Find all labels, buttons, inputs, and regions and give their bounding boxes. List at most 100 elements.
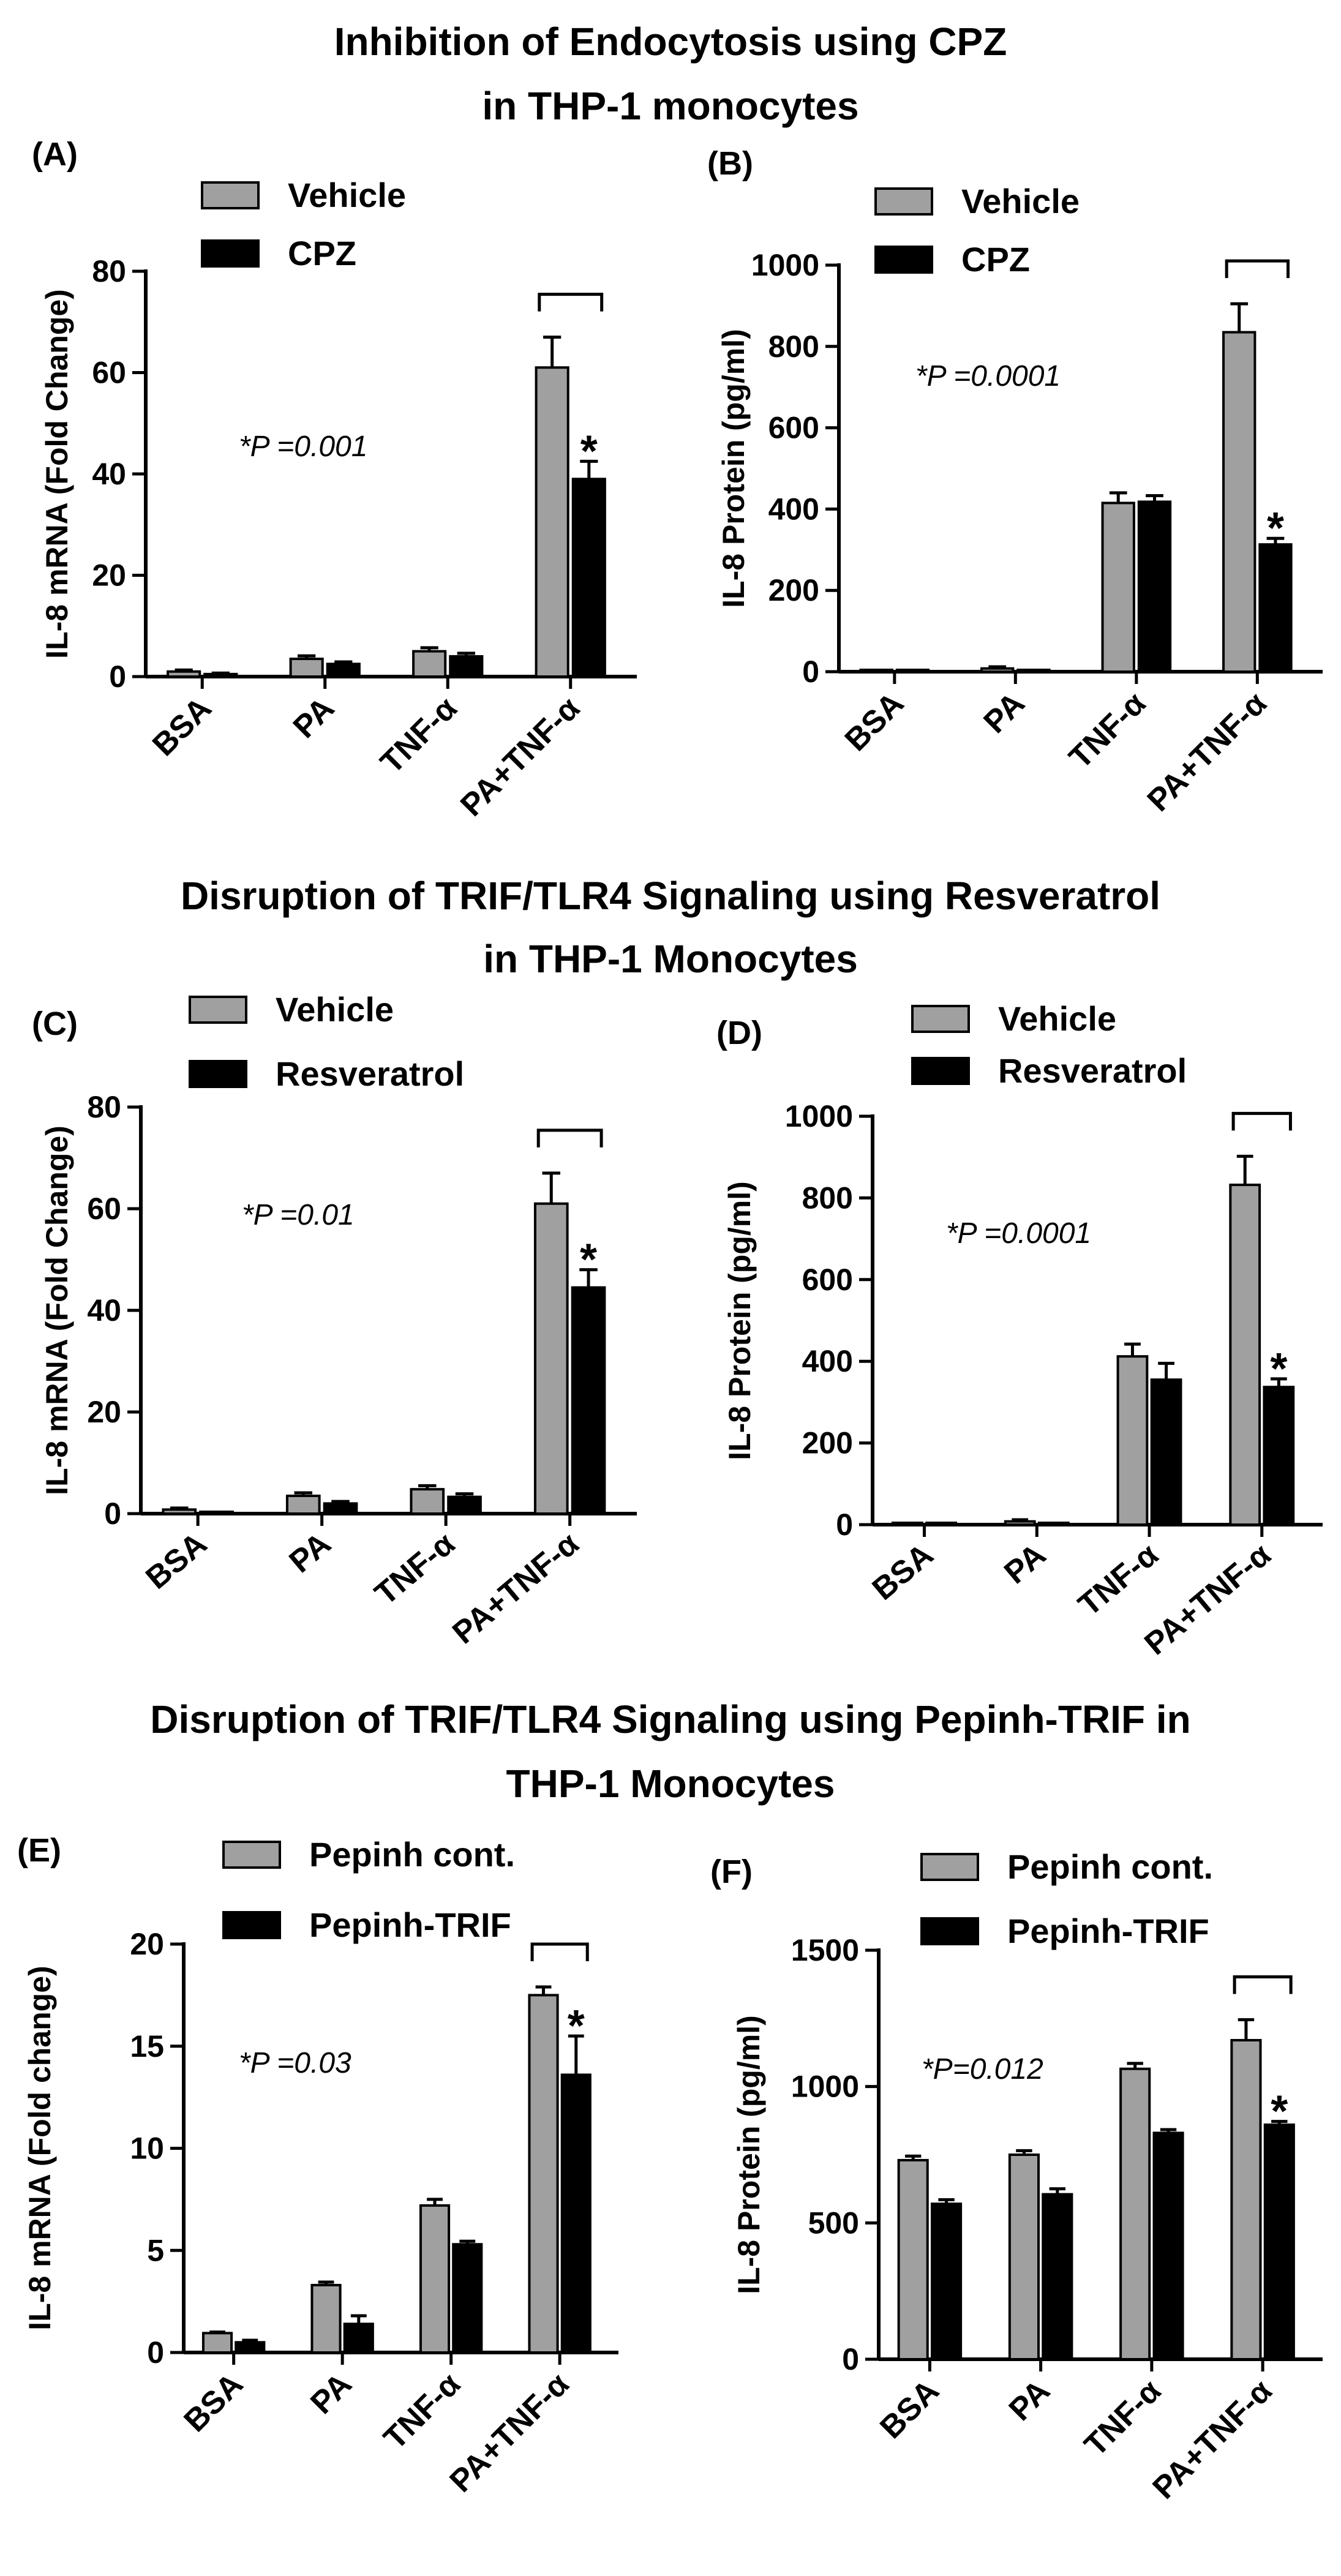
panel-label-B: (B) bbox=[707, 145, 753, 182]
p-value-F: *P=0.012 bbox=[922, 2053, 1043, 2086]
panel-B: (B) Vehicle CPZ 0 200 400 600 800 1000 IL-8 Prote… bbox=[707, 145, 1323, 819]
legend-label-D-1: Vehicle bbox=[998, 999, 1116, 1038]
section-title-3-line-2: THP-1 Monocytes bbox=[506, 1762, 835, 1806]
significance-bracket-C bbox=[536, 1128, 603, 1147]
legend-swatch-B-2 bbox=[874, 246, 933, 274]
bar-A-PA-Vehicle bbox=[289, 658, 324, 678]
legend-label-E-2: Pepinh-TRIF bbox=[309, 1906, 511, 1944]
legend-swatch-F-1 bbox=[920, 1853, 979, 1881]
y-tick-label-C-3: 60 bbox=[87, 1192, 121, 1226]
legend-swatch-E-2 bbox=[222, 1911, 281, 1939]
legend-swatch-F-2 bbox=[920, 1917, 979, 1945]
bar-F-BSA-Pepinh cont. bbox=[897, 2158, 929, 2361]
y-axis-label-D: IL-8 Protein (pg/ml) bbox=[723, 1181, 757, 1460]
y-tick-label-D-1: 200 bbox=[802, 1426, 853, 1460]
bar-A-TNF-α-Vehicle bbox=[412, 650, 447, 678]
significance-star-D: * bbox=[1270, 1345, 1287, 1394]
bar-D-BSA-Resveratrol bbox=[925, 1522, 957, 1526]
significance-bracket-A bbox=[538, 293, 604, 312]
legend-swatch-A-1 bbox=[201, 181, 260, 209]
y-tick-label-B-1: 200 bbox=[768, 573, 819, 607]
section-title-2-line-1: Disruption of TRIF/TLR4 Signaling using … bbox=[181, 874, 1160, 918]
bar-B-TNF-α-Vehicle bbox=[1101, 501, 1135, 673]
y-tick-label-D-0: 0 bbox=[836, 1508, 853, 1542]
y-tick-label-E-2: 10 bbox=[130, 2131, 164, 2166]
bar-F-PA-Pepinh cont. bbox=[1008, 2154, 1040, 2360]
bar-B-TNF-α-CPZ bbox=[1137, 500, 1172, 673]
bar-E-BSA-Pepinh cont. bbox=[201, 2332, 233, 2354]
bar-E-PA+TNF-α-Pepinh cont. bbox=[528, 1994, 559, 2354]
bar-E-TNF-α-Pepinh-TRIF bbox=[452, 2243, 483, 2354]
y-tick-label-C-4: 80 bbox=[87, 1090, 121, 1124]
panel-label-A: (A) bbox=[32, 136, 78, 173]
y-tick-label-D-5: 1000 bbox=[785, 1099, 853, 1133]
bar-B-PA-Vehicle bbox=[980, 667, 1015, 673]
y-axis-label-C: IL-8 mRNA (Fold Change) bbox=[40, 1125, 74, 1495]
panel-label-E: (E) bbox=[17, 1832, 61, 1869]
legend-swatch-C-1 bbox=[189, 996, 247, 1024]
y-axis-label-B: IL-8 Protein (pg/ml) bbox=[716, 329, 751, 608]
y-axis-label-F: IL-8 Protein (pg/ml) bbox=[732, 2015, 766, 2294]
legend-swatch-A-2 bbox=[201, 239, 260, 268]
y-tick-label-F-2: 1000 bbox=[791, 2070, 859, 2104]
p-value-C: *P =0.01 bbox=[242, 1199, 355, 1231]
bar-E-PA-Pepinh-TRIF bbox=[343, 2323, 374, 2354]
significance-bracket-F bbox=[1233, 1975, 1293, 1994]
bar-D-PA+TNF-α-Resveratrol bbox=[1263, 1386, 1295, 1526]
y-tick-label-D-4: 800 bbox=[802, 1181, 853, 1215]
bar-F-TNF-α-Pepinh-TRIF bbox=[1152, 2131, 1184, 2360]
bar-A-PA+TNF-α-Vehicle bbox=[535, 366, 569, 678]
bar-B-PA+TNF-α-CPZ bbox=[1258, 543, 1293, 674]
significance-bracket-D bbox=[1231, 1111, 1292, 1131]
legend-swatch-C-2 bbox=[189, 1060, 247, 1088]
bar-D-PA-Vehicle bbox=[1004, 1520, 1036, 1526]
legend-swatch-D-2 bbox=[911, 1057, 970, 1085]
y-axis-label-E: IL-8 mRNA (Fold change) bbox=[23, 1966, 57, 2330]
legend-label-B-2: CPZ bbox=[961, 240, 1030, 279]
bar-D-PA-Resveratrol bbox=[1037, 1522, 1070, 1526]
y-tick-label-D-3: 600 bbox=[802, 1263, 853, 1297]
significance-star-B: * bbox=[1267, 504, 1284, 553]
bar-A-PA+TNF-α-CPZ bbox=[571, 478, 606, 678]
significance-star-A: * bbox=[580, 427, 598, 476]
bar-C-PA-Vehicle bbox=[285, 1494, 321, 1515]
significance-star-C: * bbox=[580, 1236, 597, 1285]
y-tick-label-B-3: 600 bbox=[768, 411, 819, 445]
legend-swatch-E-1 bbox=[222, 1841, 281, 1869]
bar-E-TNF-α-Pepinh cont. bbox=[419, 2204, 451, 2354]
panel-label-F: (F) bbox=[710, 1853, 753, 1890]
bar-F-BSA-Pepinh-TRIF bbox=[931, 2202, 963, 2360]
bar-B-BSA-Vehicle bbox=[859, 669, 893, 673]
y-tick-label-F-1: 500 bbox=[808, 2206, 859, 2240]
bar-D-BSA-Vehicle bbox=[892, 1522, 923, 1526]
bar-C-BSA-Resveratrol bbox=[199, 1511, 234, 1515]
y-tick-label-E-0: 0 bbox=[147, 2335, 164, 2370]
bar-C-PA-Resveratrol bbox=[323, 1502, 358, 1515]
bar-F-PA+TNF-α-Pepinh cont. bbox=[1230, 2038, 1262, 2360]
p-value-A: *P =0.001 bbox=[239, 430, 367, 463]
y-tick-label-C-0: 0 bbox=[104, 1496, 121, 1531]
legend-label-A-2: CPZ bbox=[288, 234, 356, 272]
legend-label-C-1: Vehicle bbox=[276, 990, 394, 1029]
y-tick-label-E-3: 15 bbox=[130, 2029, 164, 2063]
legend-label-C-2: Resveratrol bbox=[276, 1054, 464, 1093]
bar-C-BSA-Vehicle bbox=[162, 1508, 197, 1515]
bar-D-PA+TNF-α-Vehicle bbox=[1229, 1184, 1261, 1526]
bar-B-PA+TNF-α-Vehicle bbox=[1222, 331, 1256, 673]
legend-label-F-2: Pepinh-TRIF bbox=[1007, 1912, 1209, 1950]
p-value-B: *P =0.0001 bbox=[915, 360, 1061, 392]
y-tick-label-A-1: 20 bbox=[92, 558, 126, 593]
y-tick-label-A-2: 40 bbox=[92, 457, 126, 491]
bar-A-TNF-α-CPZ bbox=[449, 655, 484, 678]
bar-F-PA+TNF-α-Pepinh-TRIF bbox=[1263, 2124, 1295, 2361]
legend-label-D-2: Resveratrol bbox=[998, 1051, 1187, 1090]
section-title-2-line-2: in THP-1 Monocytes bbox=[483, 937, 858, 981]
bar-D-TNF-α-Vehicle bbox=[1116, 1355, 1149, 1526]
y-tick-label-C-2: 40 bbox=[87, 1293, 121, 1327]
bar-E-BSA-Pepinh-TRIF bbox=[235, 2341, 266, 2354]
y-tick-label-E-4: 20 bbox=[130, 1927, 164, 1961]
bar-B-BSA-CPZ bbox=[895, 669, 930, 673]
bar-C-TNF-α-Resveratrol bbox=[447, 1495, 482, 1515]
y-tick-label-C-1: 20 bbox=[87, 1395, 121, 1429]
bar-C-TNF-α-Vehicle bbox=[410, 1488, 445, 1515]
